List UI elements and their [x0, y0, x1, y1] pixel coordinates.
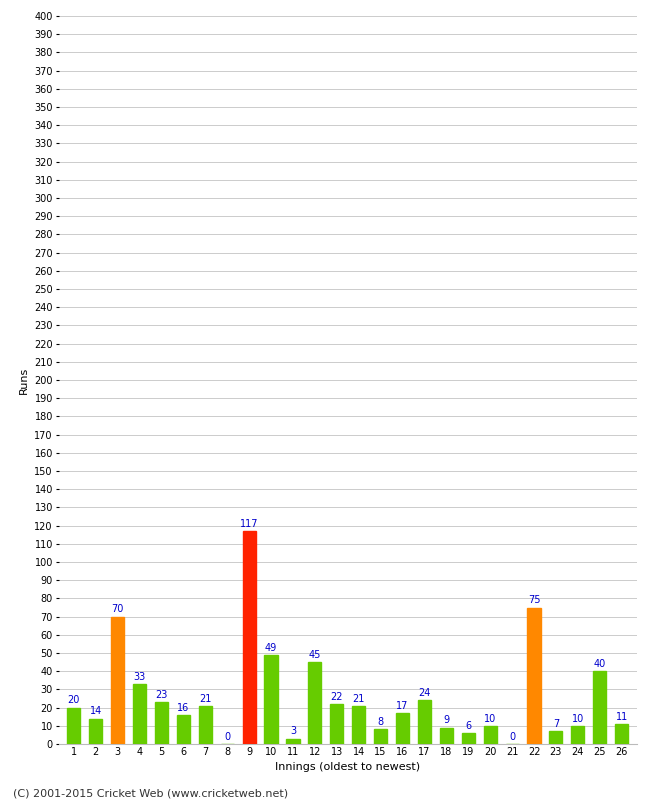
Text: 40: 40 — [593, 659, 606, 669]
Text: 20: 20 — [68, 695, 80, 706]
Text: 11: 11 — [616, 712, 628, 722]
Text: 10: 10 — [484, 714, 497, 724]
Bar — [89, 718, 102, 744]
Text: 21: 21 — [199, 694, 211, 703]
Text: 24: 24 — [418, 688, 431, 698]
Bar — [615, 724, 629, 744]
Text: 0: 0 — [509, 732, 515, 742]
Text: 8: 8 — [378, 718, 384, 727]
Bar — [396, 713, 409, 744]
Bar — [330, 704, 343, 744]
Text: 10: 10 — [572, 714, 584, 724]
Text: 7: 7 — [552, 719, 559, 729]
Text: 33: 33 — [133, 672, 146, 682]
Text: 14: 14 — [90, 706, 102, 716]
Bar — [484, 726, 497, 744]
Bar — [527, 607, 541, 744]
Bar — [462, 733, 475, 744]
Text: 45: 45 — [309, 650, 321, 660]
Text: 16: 16 — [177, 702, 190, 713]
Text: 117: 117 — [240, 519, 259, 529]
Bar — [308, 662, 322, 744]
Bar — [418, 700, 431, 744]
Text: 49: 49 — [265, 642, 277, 653]
Text: 17: 17 — [396, 701, 409, 711]
Bar — [67, 707, 81, 744]
Y-axis label: Runs: Runs — [19, 366, 29, 394]
Bar — [571, 726, 584, 744]
Bar — [549, 731, 562, 744]
Text: 9: 9 — [443, 715, 449, 726]
Text: 21: 21 — [352, 694, 365, 703]
Text: 6: 6 — [465, 721, 471, 731]
Bar — [199, 706, 212, 744]
Text: 3: 3 — [290, 726, 296, 736]
Bar — [133, 684, 146, 744]
Text: 75: 75 — [528, 595, 540, 606]
Bar — [374, 730, 387, 744]
Bar — [177, 715, 190, 744]
Bar — [242, 531, 255, 744]
Bar — [593, 671, 606, 744]
Bar — [287, 738, 300, 744]
Bar — [352, 706, 365, 744]
Bar — [155, 702, 168, 744]
Text: 0: 0 — [224, 732, 230, 742]
Bar — [265, 655, 278, 744]
X-axis label: Innings (oldest to newest): Innings (oldest to newest) — [275, 762, 421, 772]
Text: 70: 70 — [112, 605, 124, 614]
Text: 22: 22 — [331, 692, 343, 702]
Bar — [111, 617, 124, 744]
Text: (C) 2001-2015 Cricket Web (www.cricketweb.net): (C) 2001-2015 Cricket Web (www.cricketwe… — [13, 788, 288, 798]
Text: 23: 23 — [155, 690, 168, 700]
Bar — [440, 728, 453, 744]
